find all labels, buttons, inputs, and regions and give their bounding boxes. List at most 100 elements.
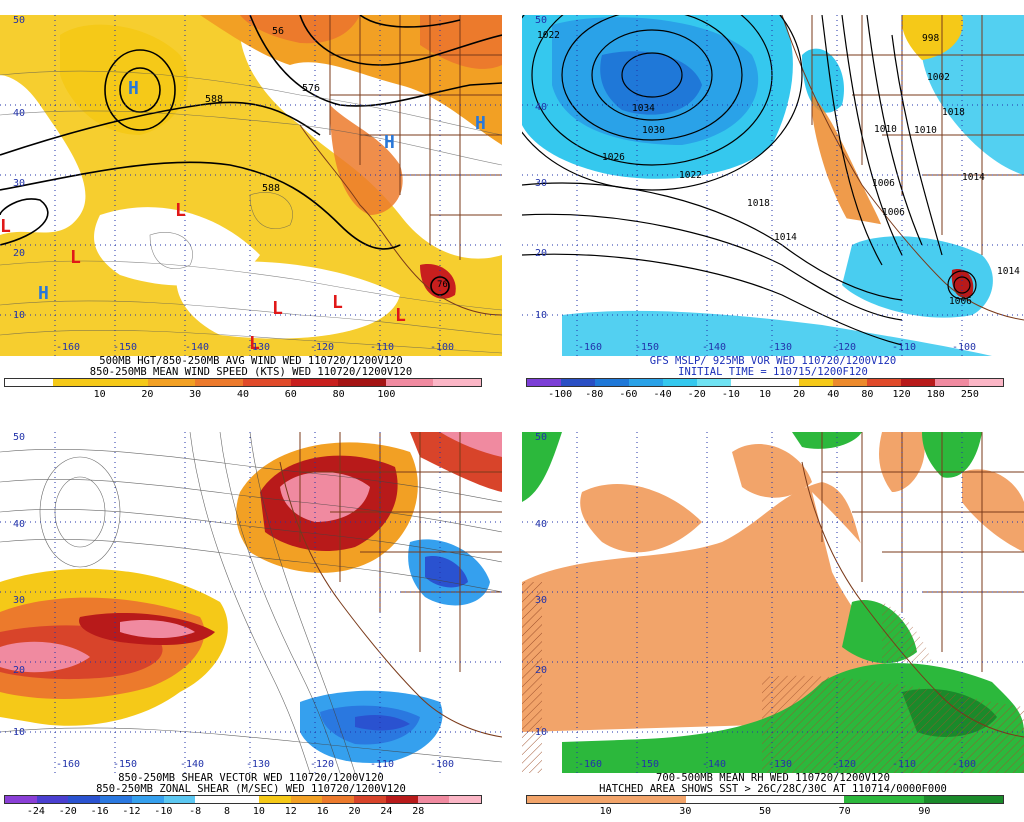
latitude-label: 50	[13, 15, 26, 26]
latitude-label: 50	[535, 15, 548, 26]
colorbar-swatch	[68, 796, 101, 803]
latitude-label: 10	[13, 727, 26, 738]
latitude-label: 20	[13, 248, 26, 259]
colorbar-label: 40	[236, 389, 250, 400]
colorbar-label: -20	[687, 389, 706, 400]
isobar-label: 1014	[774, 232, 797, 243]
longitude-label: -150	[634, 759, 660, 770]
colorbar-swatch	[663, 379, 697, 386]
longitude-label: -130	[767, 759, 793, 770]
longitude-label: -120	[831, 342, 857, 353]
isobar-label: 1018	[942, 107, 965, 118]
caption-line: GFS MSLP/ 925MB VOR WED 110720/1200V120	[649, 355, 897, 367]
longitude-label: -160	[577, 342, 603, 353]
colorbar	[4, 795, 482, 804]
longitude-label: -110	[891, 342, 917, 353]
high-pressure-marker: H	[475, 113, 486, 134]
wind-speed-map-graphic	[0, 15, 502, 356]
low-pressure-marker: L	[272, 298, 283, 319]
colorbar-swatch	[195, 379, 243, 386]
colorbar-swatch	[163, 796, 196, 803]
caption-line: 500MB HGT/850-250MB AVG WIND WED 110720/…	[99, 355, 403, 367]
panel-mslp-vorticity: 1022 1034 1030 1026 1022 1018 1014 1010 …	[522, 15, 1024, 405]
colorbar-swatch	[258, 796, 291, 803]
latitude-label: 10	[13, 310, 26, 321]
colorbar-swatch	[764, 796, 845, 803]
isobar-label: 1006	[882, 207, 905, 218]
colorbar-label: -100	[548, 389, 573, 400]
longitude-label: -160	[55, 342, 81, 353]
colorbar-swatch	[629, 379, 663, 386]
colorbar-label: 120	[892, 389, 911, 400]
high-pressure-marker: H	[38, 283, 49, 304]
colorbar-label: 250	[960, 389, 979, 400]
panel-relative-humidity: 50 40 30 20 10 -160 -150 -140 -130 -120 …	[522, 432, 1024, 822]
latitude-label: 10	[535, 727, 548, 738]
colorbar-label: 10	[599, 806, 612, 817]
colorbar-swatch	[799, 379, 833, 386]
colorbar-label: -16	[90, 806, 109, 817]
low-pressure-marker: L	[70, 247, 81, 268]
isobar-label: 1034	[632, 103, 655, 114]
high-pressure-marker: H	[128, 78, 139, 99]
longitude-label: -140	[701, 759, 727, 770]
colorbar-label: 10	[252, 806, 265, 817]
longitude-label: -120	[309, 759, 335, 770]
colorbar-label: -80	[585, 389, 604, 400]
longitude-label: -100	[951, 759, 977, 770]
colorbar-labels: 10 30 50 70 90	[526, 806, 1004, 818]
colorbar-label: -12	[122, 806, 141, 817]
colorbar-label: 90	[918, 806, 931, 817]
colorbar-swatch	[417, 796, 450, 803]
colorbar-labels: -24 -20 -16 -12 -10 -8 8 10 12 16 20 24 28	[4, 806, 482, 818]
colorbar-swatch	[449, 796, 482, 803]
colorbar-label: -60	[619, 389, 638, 400]
colorbar-label: -24	[26, 806, 45, 817]
low-pressure-marker: L	[395, 305, 406, 326]
longitude-label: -120	[309, 342, 335, 353]
latitude-label: 20	[535, 248, 548, 259]
latitude-label: 30	[13, 178, 26, 189]
low-pressure-marker: L	[249, 333, 260, 354]
longitude-label: -140	[701, 342, 727, 353]
colorbar	[526, 795, 1004, 804]
latitude-label: 40	[535, 102, 548, 113]
colorbar-swatch	[290, 796, 323, 803]
colorbar-label: 24	[380, 806, 393, 817]
colorbar-swatch	[433, 379, 481, 386]
colorbar-label: 20	[793, 389, 806, 400]
isobar-label: 1014	[962, 172, 985, 183]
latitude-label: 30	[535, 595, 548, 606]
caption-line: HATCHED AREA SHOWS SST > 26C/28C/30C AT …	[599, 783, 947, 795]
colorbar-label: 16	[316, 806, 329, 817]
latitude-label: 40	[13, 519, 26, 530]
colorbar-label: 30	[189, 389, 202, 400]
caption-line: INITIAL TIME = 110715/1200F120	[678, 366, 868, 378]
colorbar-swatch	[147, 379, 196, 386]
contour-label: 56	[272, 26, 285, 37]
latitude-label: 10	[535, 310, 548, 321]
contour-label: 576	[302, 83, 321, 94]
high-pressure-marker: H	[384, 132, 395, 153]
colorbar	[4, 378, 482, 387]
longitude-label: -140	[179, 759, 205, 770]
longitude-label: -100	[429, 342, 455, 353]
colorbar-swatch	[527, 796, 607, 803]
colorbar-label: 50	[758, 806, 772, 817]
latitude-label: 40	[535, 519, 548, 530]
colorbar-label: 20	[348, 806, 361, 817]
colorbar-label: -8	[189, 806, 202, 817]
contour-label: 76	[437, 280, 448, 290]
colorbar-swatch	[731, 379, 765, 386]
latitude-label: 30	[535, 178, 548, 189]
colorbar-swatch	[844, 796, 924, 803]
colorbar-swatch	[354, 796, 386, 803]
longitude-label: -110	[369, 342, 395, 353]
colorbar-swatch	[765, 379, 799, 386]
colorbar-label: -20	[58, 806, 77, 817]
longitude-label: -100	[951, 342, 977, 353]
low-pressure-marker: L	[0, 216, 11, 237]
colorbar-swatch	[385, 796, 418, 803]
colorbar-swatch	[697, 379, 731, 386]
isobar-label: 1010	[874, 124, 897, 135]
